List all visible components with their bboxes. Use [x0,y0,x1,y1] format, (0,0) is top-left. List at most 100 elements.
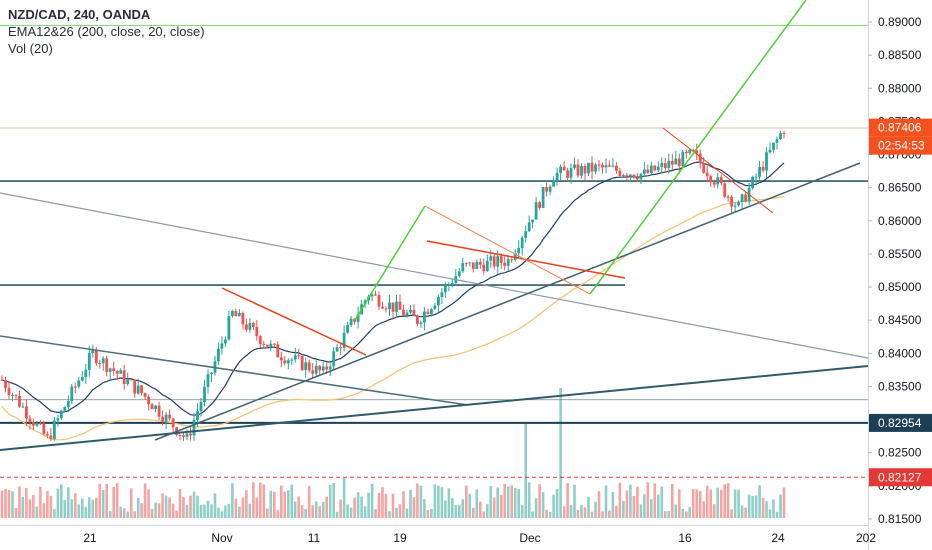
candle [321,361,325,374]
volume-bar [161,493,164,518]
candle-body [709,176,713,183]
candle [492,253,496,270]
price-tick-label: 0.89000 [878,15,922,29]
trend-drawings [0,0,869,451]
green-projection-line[interactable] [589,0,807,295]
volume-bar [67,487,70,518]
candle [629,173,632,183]
volume-bar [252,482,255,518]
candle-body [594,164,597,172]
candle [84,363,88,384]
volume-bar [444,500,447,518]
volume-bar [768,509,772,518]
candle [726,194,730,202]
candle-body [552,180,555,187]
candle [238,308,241,317]
descending-trendline[interactable] [0,192,869,359]
candle [698,149,702,169]
lower-channel-line[interactable] [0,335,469,406]
key-level-price-tag[interactable]: 0.82954 [869,413,932,432]
candle [35,421,39,427]
candle-body [622,175,625,177]
red-descending-line-3[interactable] [662,127,774,214]
time-tick-label: 21 [83,531,97,545]
price-tick-label: 0.82500 [878,446,922,460]
candle-body [59,410,63,419]
volume-bar [562,506,566,518]
volume-bar [115,482,119,518]
candle-body [339,347,342,349]
volume-bar [719,489,723,518]
candle [220,336,224,355]
volume-bar [14,508,18,518]
candle-body [25,406,28,419]
candle [224,336,227,348]
candle-body [133,379,137,394]
candle-body [559,166,562,173]
volume-bar [552,494,555,518]
volume-bar [339,499,342,518]
candle [108,367,112,380]
candle-body [231,311,234,317]
candle [730,195,733,215]
candle [7,381,11,400]
green-impulse-up-line[interactable] [354,205,426,321]
candle [300,354,304,372]
red-descending-line-1[interactable] [221,287,367,356]
main-uptrend-line[interactable] [154,162,861,441]
time-tick-label: 11 [308,531,321,545]
symbol-title[interactable]: NZD/CAD, 240, OANDA [8,7,151,22]
volume-bar [332,483,335,518]
volume-bar [178,489,182,518]
volume-bar [238,506,241,518]
volume-bar [290,484,294,518]
ema-indicator-label[interactable]: EMA12&26 (200, close, 20, close) [8,24,205,39]
volume-bar [458,505,461,518]
volume-bar [4,488,7,518]
volume-bar [304,509,307,518]
candle-body [608,165,611,167]
volume-bar [311,505,314,518]
orange-correction-line[interactable] [424,205,591,295]
volume-bar [419,485,423,518]
volume-indicator-label[interactable]: Vol (20) [8,41,53,56]
volume-bar [531,511,534,518]
candle [119,368,123,374]
candle [133,379,137,398]
volume-bar [56,488,60,518]
volume-bar [751,495,754,518]
time-tick-label: Nov [211,531,232,545]
candle-body [615,165,618,171]
candle [25,399,28,427]
current-price-tag[interactable]: 0.87406 [869,118,932,137]
candle [171,417,175,435]
countdown-tag[interactable]: 02:54:53 [869,136,932,155]
long-uptrend-line[interactable] [0,365,869,451]
volume-bar [503,483,506,518]
candle-body [636,177,639,180]
candle-body [765,152,768,171]
volume-bar [524,423,527,518]
candle [328,363,332,377]
volume-bar [712,504,716,518]
volume-bar [709,489,712,518]
candle-body [182,435,185,437]
candle-body [140,385,143,394]
volume-bar [206,500,210,518]
candle [395,294,398,318]
candle [538,200,541,211]
candle [206,369,210,394]
candle [384,306,388,313]
candle-body [566,170,569,178]
candle [115,370,119,380]
candle [643,161,646,177]
candle [63,406,67,412]
candle-body [32,422,35,426]
price-tick-label: 0.88500 [878,48,922,62]
volume-bar [276,510,280,518]
red-level-price-tag[interactable]: 0.82127 [869,468,932,487]
candle [346,321,349,334]
candle-body [447,284,451,286]
